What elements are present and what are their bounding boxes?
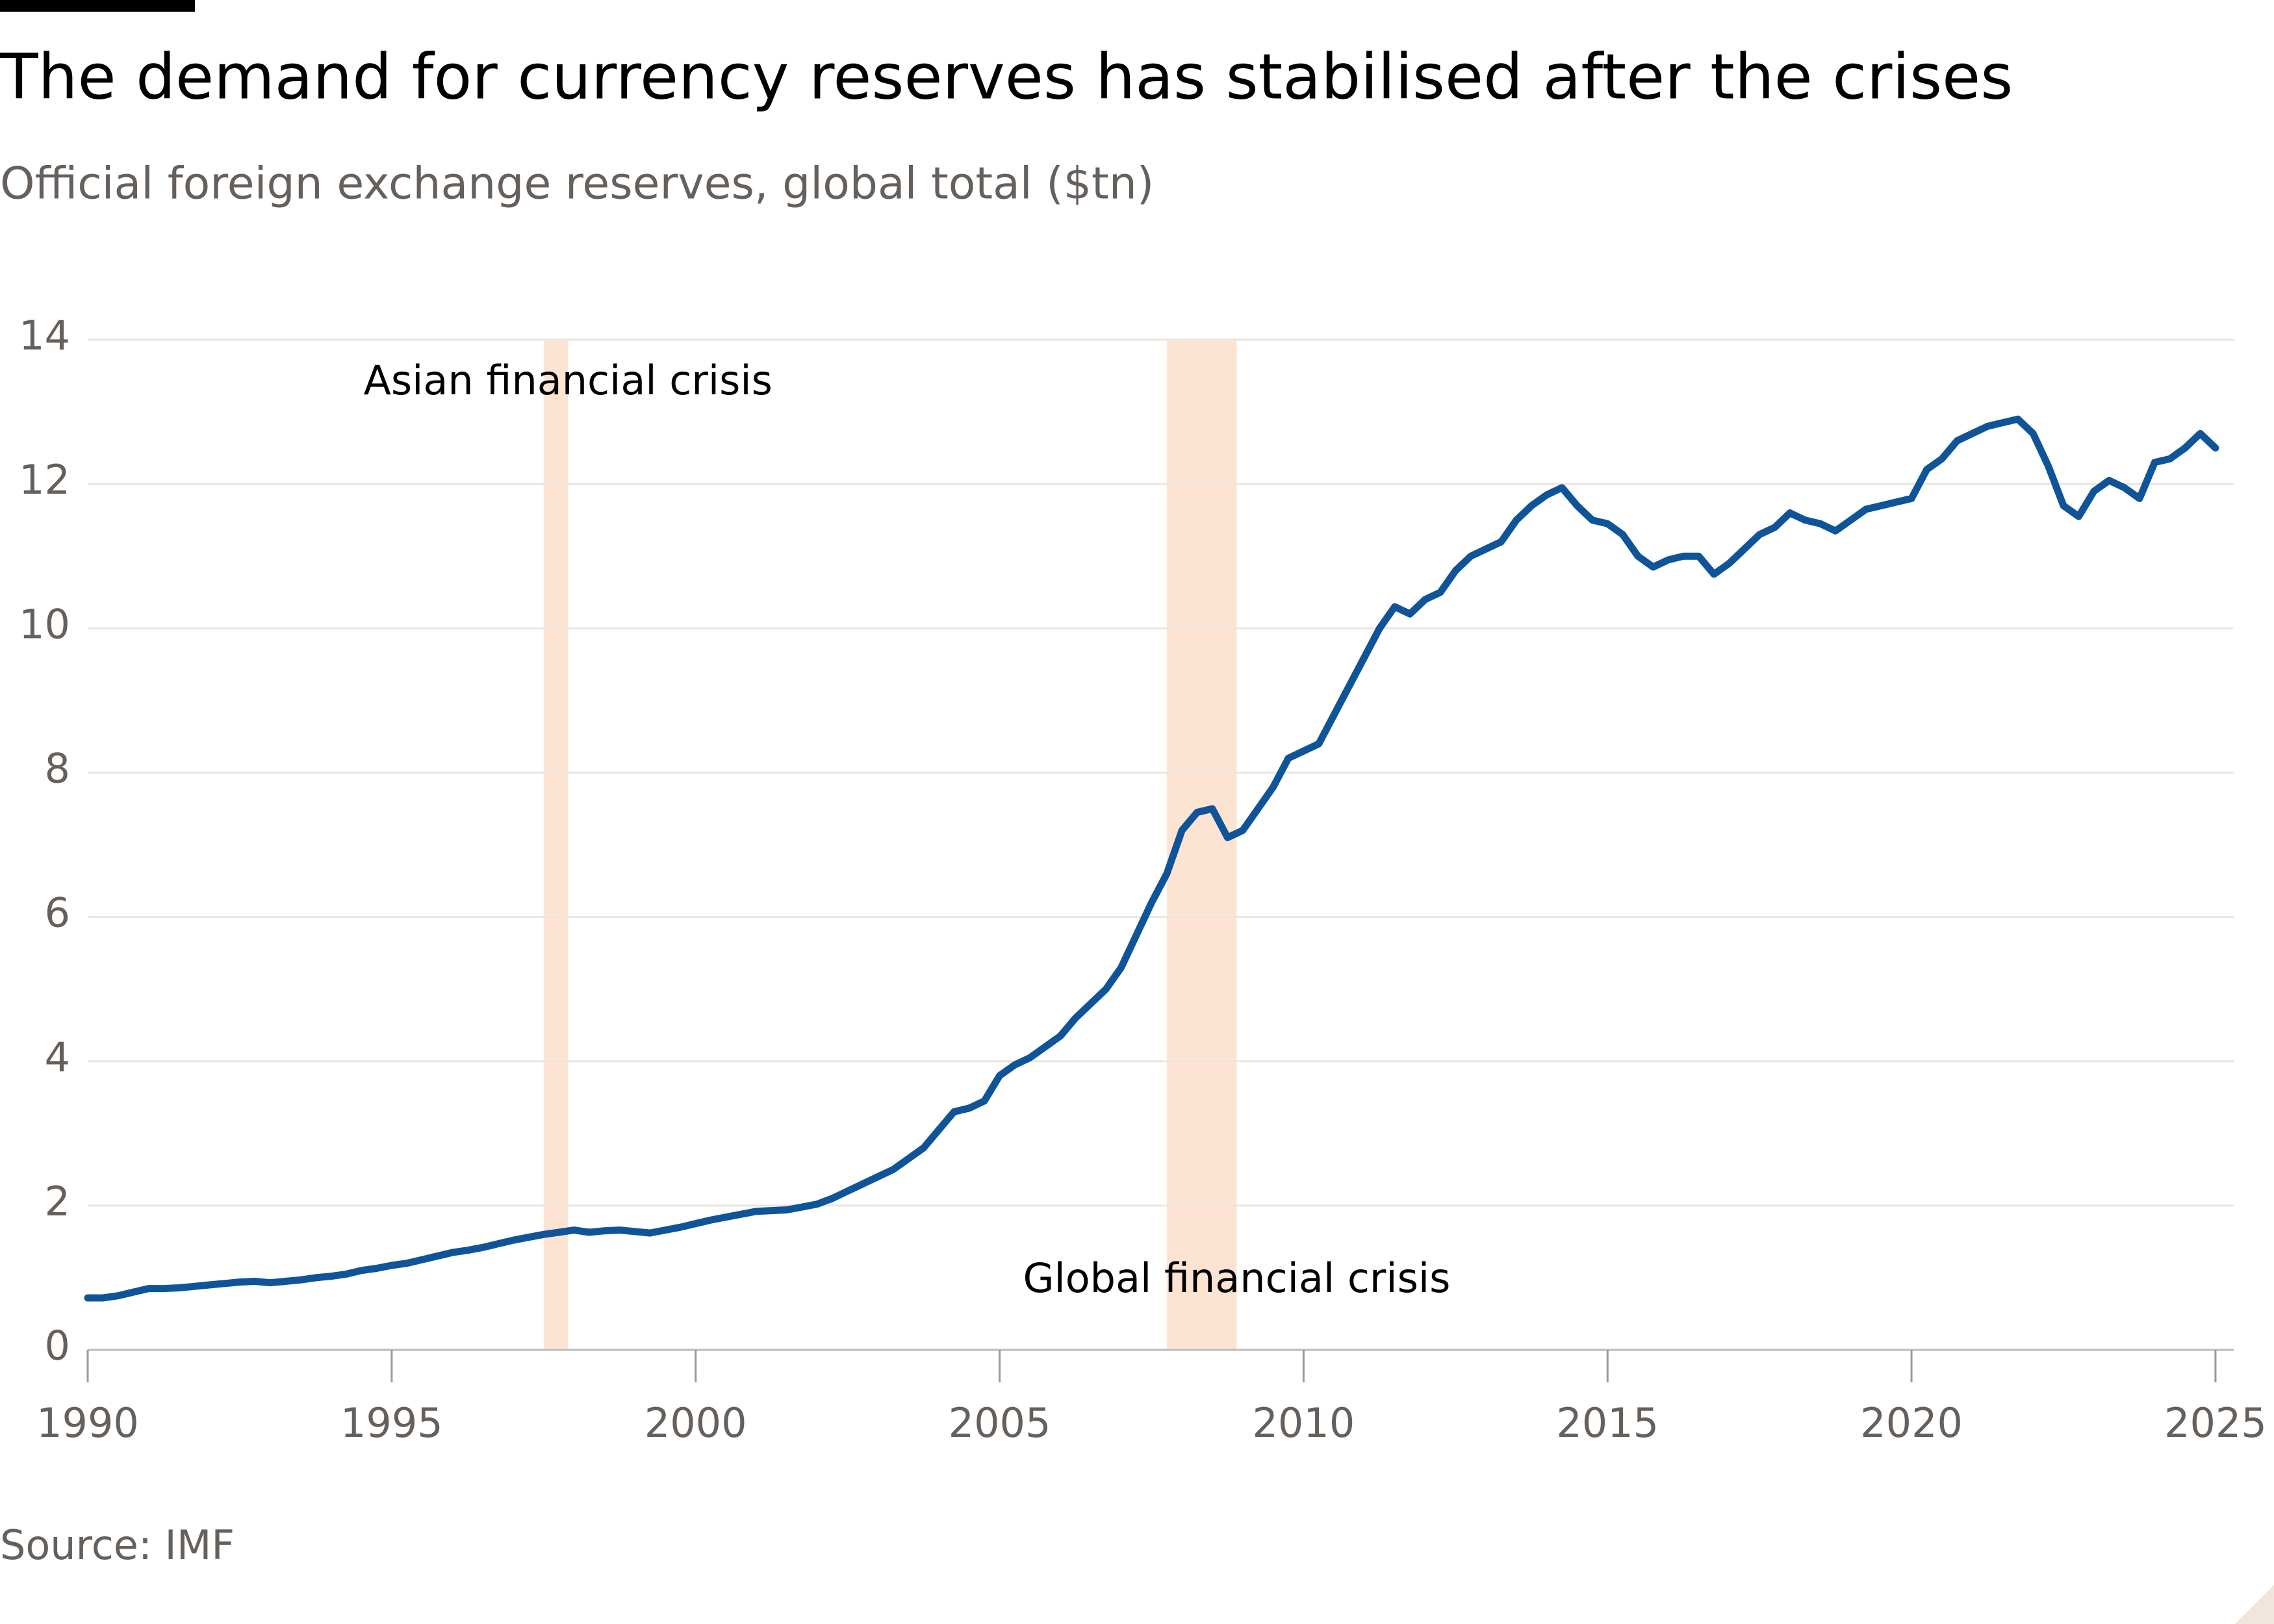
crisis-band xyxy=(543,340,568,1350)
x-tick-label: 1995 xyxy=(340,1399,443,1447)
annotation: Global financial crisis xyxy=(1023,1254,1450,1302)
source: Source: IMF xyxy=(0,1521,235,1569)
corner-mark xyxy=(2235,1585,2274,1624)
x-tick-label: 1990 xyxy=(36,1399,139,1447)
x-tick-label: 2025 xyxy=(2164,1399,2267,1447)
x-tick-label: 2015 xyxy=(1556,1399,1659,1447)
y-tick-label: 2 xyxy=(45,1178,70,1225)
y-tick-label: 12 xyxy=(19,456,70,503)
y-tick-label: 10 xyxy=(19,600,70,648)
series-line xyxy=(84,415,2219,1302)
y-tick-label: 0 xyxy=(45,1322,70,1369)
annotation: Asian financial crisis xyxy=(363,357,772,404)
brand-bar xyxy=(0,0,195,12)
chart-title: The demand for currency reserves has sta… xyxy=(0,40,2013,113)
x-tick-label: 2000 xyxy=(645,1399,747,1447)
x-tick-label: 2020 xyxy=(1860,1399,1963,1447)
x-tick-label: 2005 xyxy=(949,1399,1051,1447)
x-tick-label: 2010 xyxy=(1252,1399,1355,1447)
y-tick-label: 8 xyxy=(45,745,70,793)
y-tick-label: 6 xyxy=(45,889,70,937)
chart-subtitle: Official foreign exchange reserves, glob… xyxy=(0,159,1154,210)
y-tick-label: 4 xyxy=(45,1034,70,1081)
y-tick-label: 14 xyxy=(19,312,70,359)
